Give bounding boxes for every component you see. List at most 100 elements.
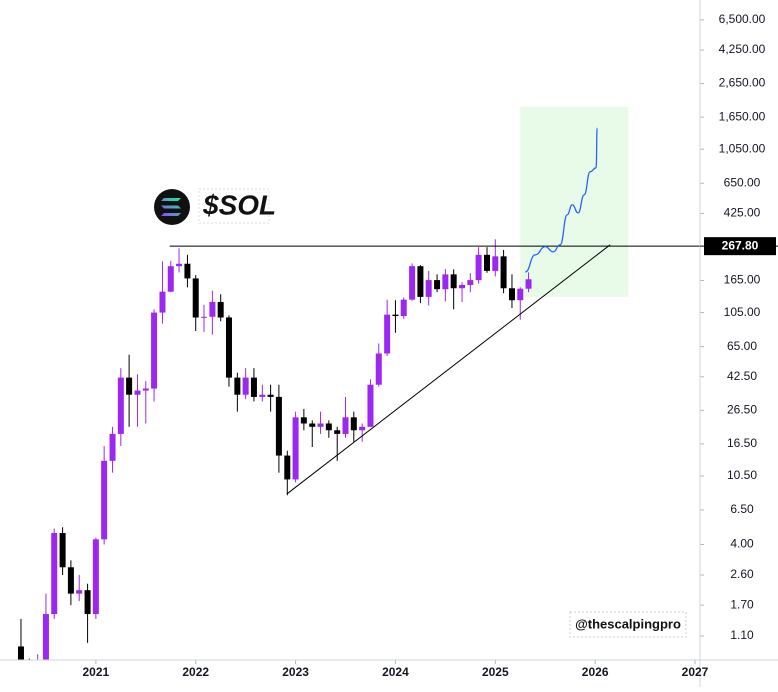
candle-body [409, 266, 416, 300]
y-tick-label: 10.50 [727, 468, 757, 482]
y-tick-label: 1,650.00 [719, 109, 766, 123]
candle-body [259, 394, 266, 397]
candle-body [392, 314, 399, 317]
x-tick-label: 2022 [182, 665, 209, 679]
candle-body [450, 274, 457, 289]
y-tick-label: 1.10 [730, 628, 754, 642]
y-tick-label: 1,050.00 [719, 141, 766, 155]
candle-body [184, 263, 191, 279]
candle-body [117, 377, 124, 434]
candle-body [142, 388, 149, 391]
y-tick-label: 6.50 [730, 502, 754, 516]
candle-body [525, 279, 532, 289]
candle-body [475, 254, 482, 281]
candle-body [217, 301, 224, 318]
candle-body [192, 278, 199, 318]
candle-body [417, 266, 424, 297]
candle-body [350, 417, 357, 431]
candle-body [334, 430, 341, 434]
candle-body [359, 426, 366, 431]
candle-body [292, 417, 299, 480]
projection-zone [520, 106, 629, 297]
y-tick-label: 2,650.00 [719, 76, 766, 90]
y-tick-label: 2.60 [730, 567, 754, 581]
candle-body [126, 377, 133, 395]
candle-body [159, 291, 166, 313]
candle-body [167, 266, 174, 292]
candle-body [109, 433, 116, 461]
candle-body [225, 317, 232, 378]
x-tick-label: 2021 [83, 665, 110, 679]
candle-body [59, 533, 66, 568]
candle-body [151, 312, 158, 389]
candle-body [508, 288, 515, 301]
logo [154, 189, 190, 225]
candle-body [434, 280, 441, 290]
candle-body [425, 280, 432, 297]
candle-body [92, 539, 99, 615]
candle-layer [17, 239, 532, 660]
candle-body [101, 460, 108, 540]
candle-body [442, 274, 449, 290]
candle-body [384, 314, 391, 354]
candle-body [284, 455, 291, 480]
candle-body [275, 396, 282, 456]
candle-body [317, 423, 324, 427]
candle-body [242, 377, 249, 395]
candle-body [134, 390, 141, 395]
x-tick-label: 2027 [682, 665, 709, 679]
y-tick-label: 65.00 [727, 339, 757, 353]
candle-body [309, 423, 316, 427]
y-tick-label: 16.50 [727, 436, 757, 450]
trendline [286, 244, 611, 495]
y-tick-label: 425.00 [724, 206, 761, 220]
logo-stripes [161, 198, 181, 216]
candle-body [400, 299, 407, 317]
candle-body [250, 377, 257, 397]
y-tick-label: 165.00 [724, 273, 761, 287]
candle-body [367, 384, 374, 427]
candle-body [375, 353, 382, 385]
candle-body [201, 316, 208, 318]
candle-body [325, 423, 332, 431]
y-tick-label: 650.00 [724, 175, 761, 189]
x-tick-label: 2023 [282, 665, 309, 679]
x-tick-label: 2026 [582, 665, 609, 679]
candle-body [484, 254, 491, 271]
tick-layer [95, 19, 704, 664]
candle-body [209, 301, 216, 317]
y-tick-label: 105.00 [724, 305, 761, 319]
y-tick-label: 4.00 [730, 537, 754, 551]
watermark: @thescalpingpro [575, 616, 681, 631]
candle-body [76, 590, 83, 594]
y-tick-label: 1.70 [730, 597, 754, 611]
overlay-layer [169, 127, 700, 495]
x-tick-label: 2025 [482, 665, 509, 679]
candle-body [467, 280, 474, 285]
candle-body [267, 394, 274, 397]
watermark-box [569, 611, 687, 638]
y-tick-label: 42.50 [727, 369, 757, 383]
candle-body [51, 533, 58, 615]
level-label-box [704, 237, 776, 256]
chart-title: $SOL [202, 189, 276, 220]
zone-layer [520, 106, 629, 297]
candle-body [17, 646, 24, 660]
candle-body [500, 256, 507, 289]
candle-body [84, 590, 91, 615]
candle-body [176, 263, 183, 267]
candle-body [67, 567, 74, 594]
candle-body [234, 377, 241, 395]
axis-layer: 6,500.00 4,250.00 2,650.00 1,650.00 1,050.00… [83, 12, 778, 679]
y-tick-label: 6,500.00 [719, 12, 766, 26]
y-tick-label: 4,250.00 [719, 42, 766, 56]
x-tick-label: 2024 [382, 665, 409, 679]
candle-body [492, 256, 499, 271]
candle-body [517, 288, 524, 301]
y-tick-label: 26.50 [727, 402, 757, 416]
candle-body [459, 284, 466, 289]
candle-body [342, 417, 349, 434]
projection-curve [524, 127, 598, 273]
